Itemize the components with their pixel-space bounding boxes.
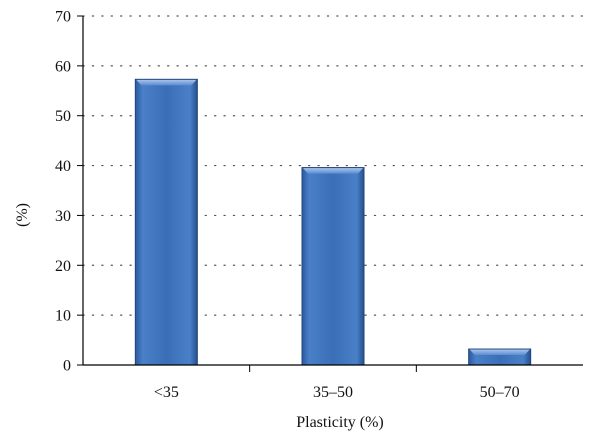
bar-cap [136,79,197,86]
y-tick-label: 50 [55,108,71,125]
y-tick-label: 60 [55,58,71,75]
y-tick-label: 20 [55,258,71,275]
bars [134,78,532,366]
y-tick-label: 70 [55,9,71,26]
x-tick-label: 50–70 [480,384,520,401]
bar [301,167,365,366]
tick-labels: 0 10 20 30 40 50 60 70 <35 35–50 50–70 [55,9,520,402]
bar-cap [303,168,363,174]
axes [77,15,583,372]
bar [134,78,198,366]
x-axis-title: Plasticity (%) [296,414,384,431]
x-tick-label: 35–50 [313,384,353,401]
bar-cap [469,349,530,356]
y-tick-label: 0 [63,358,71,375]
x-tick-label: <35 [154,384,179,401]
y-tick-label: 10 [55,308,71,325]
y-tick-label: 30 [55,208,71,225]
y-tick-label: 40 [55,158,71,175]
y-axis-title: (%) [14,203,31,227]
